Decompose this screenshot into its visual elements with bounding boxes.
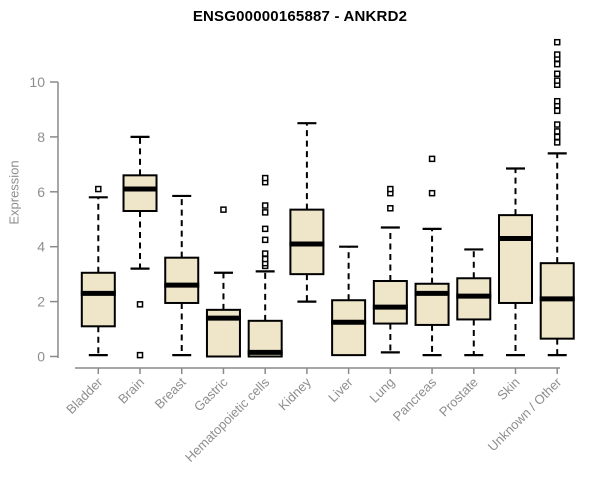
iqr-box [80, 271, 116, 328]
x-tick-label: Kidney [275, 374, 314, 413]
iqr-box [372, 280, 408, 325]
outlier-point [387, 185, 394, 193]
outlier-point [95, 185, 102, 193]
x-tick-label: Prostate [436, 375, 481, 420]
x-tick-label: Pancreas [390, 374, 440, 424]
x-tick-label: Lung [366, 375, 397, 406]
y-axis-label: Expression [6, 160, 22, 225]
y-tick-label: 10 [29, 74, 45, 90]
outlier-point [261, 202, 269, 209]
outlier-point [428, 155, 436, 163]
x-tick-label: Liver [325, 374, 356, 405]
iqr-box [498, 214, 533, 304]
iqr-box [456, 277, 492, 321]
boxplot-prostate [456, 248, 492, 357]
chart-title: ENSG00000165887 - ANKRD2 [192, 8, 408, 25]
outlier-point [261, 174, 269, 182]
y-tick-label: 6 [37, 184, 45, 200]
outlier-point [261, 255, 269, 263]
outlier-point [261, 209, 269, 216]
outlier-point [553, 139, 561, 146]
y-tick-label: 2 [37, 294, 45, 310]
iqr-box [414, 282, 450, 326]
x-tick-label: Brain [115, 375, 147, 407]
iqr-box [164, 256, 200, 304]
y-tick-label: 4 [37, 239, 45, 255]
boxplot-pancreas [414, 155, 450, 357]
outlier-point [261, 250, 269, 257]
boxplot-skin [498, 167, 533, 357]
iqr-box [331, 299, 367, 357]
iqr-box [122, 174, 158, 213]
outlier-point [136, 301, 144, 308]
outlier-point [553, 128, 561, 135]
boxplot-gastric [205, 206, 241, 358]
boxplot-lung [372, 185, 408, 354]
x-tick-label: Breast [152, 374, 189, 411]
outlier-point [553, 133, 561, 141]
outlier-point [553, 107, 561, 115]
outlier-point [553, 51, 561, 58]
boxplot-hematopoietic-cells [247, 174, 283, 358]
boxplot-liver [331, 245, 367, 357]
outlier-point [261, 225, 269, 233]
x-tick-label: Skin [494, 375, 522, 403]
outlier-point [553, 97, 561, 105]
outlier-point [553, 60, 561, 68]
outlier-point [261, 236, 269, 244]
x-tick-label: Bladder [63, 374, 106, 417]
outlier-point [136, 351, 144, 359]
outlier-point [428, 189, 436, 197]
x-tick-label: Unknown / Other [485, 374, 565, 454]
y-tick-label: 8 [37, 129, 45, 145]
outlier-point [553, 121, 561, 128]
outlier-point [387, 205, 394, 212]
y-tick-label: 0 [37, 349, 45, 365]
y-axis: 0 2 4 6 8 10 [29, 74, 59, 365]
boxplot-brain [122, 135, 158, 359]
boxplot-kidney [289, 122, 325, 303]
boxplot-breast [164, 194, 200, 357]
outlier-point [220, 206, 227, 213]
boxplot-bladder [80, 185, 116, 357]
outlier-point [553, 77, 561, 84]
boxplot-unknown-other [539, 38, 575, 357]
x-tick-label: Gastric [191, 374, 231, 414]
outlier-point [553, 70, 561, 78]
outlier-point [553, 38, 561, 46]
